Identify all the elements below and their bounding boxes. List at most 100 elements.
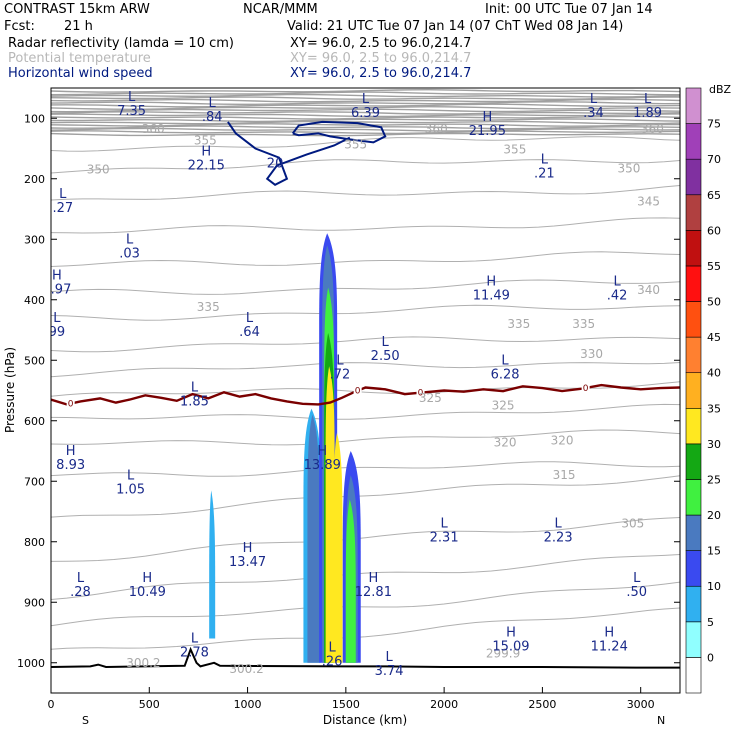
theta-contour-line [51,96,680,101]
extremum-value-label: .50 [626,585,647,600]
theta-contour-line [51,461,680,477]
extremum-type-label: L [441,517,449,532]
extremum-value-label: 6.39 [351,106,380,121]
theta-contour-line [51,93,680,98]
extremum-value-label: 2.31 [430,531,459,546]
theta-label: 305 [621,517,644,531]
colorbar-swatch [685,621,702,658]
theta-label: 335 [572,317,595,331]
colorbar-swatch [685,194,702,231]
colorbar-swatch [685,158,702,196]
colorbar-level-label: 35 [707,402,721,415]
extremum-value-label: .64 [239,325,260,340]
x-tick-label: 1000 [234,698,262,711]
theta-contour-line [51,475,680,518]
theta-contour-line [51,98,680,103]
theta-contour-line [51,127,680,132]
theta-label: 360 [142,122,165,136]
colorbar-level-label: 55 [707,260,721,273]
x-tick-label: 1500 [332,698,360,711]
theta-contour-line [51,105,680,111]
extremum-type-label: L [53,311,61,326]
theta-label: 300.2 [229,662,263,676]
theta-label: 325 [492,399,515,413]
extremum-value-label: 99 [49,325,66,340]
y-tick-label: 500 [24,354,45,367]
extremum-value-label: 2.23 [544,531,573,546]
x-axis-ticks: 0 500 1000 1500 2000 2500 3000 [48,687,655,711]
extremum-type-label: L [191,632,199,647]
extremum-type-label: L [385,650,393,665]
extremum-type-label: L [126,232,134,247]
y-tick-label: 900 [24,596,45,609]
theta-contour-line [51,120,680,125]
source-label: NCAR/MMM [243,2,318,17]
extremum-value-label: .26 [322,655,343,670]
theta-label: 320 [494,436,517,450]
model-title: CONTRAST 15km ARW [4,2,150,17]
reflectivity-cell [345,499,356,663]
y-tick-label: 200 [24,173,45,186]
colorbar-swatch [685,550,702,587]
theta-contour-line [51,125,680,130]
init-time: Init: 00 UTC Tue 07 Jan 14 [485,2,653,17]
colorbar-swatch [685,372,702,409]
colorbar-unit: dBZ [709,83,732,96]
colorbar-level-label: 50 [707,296,721,309]
plot-area: 20 0 0 0 0 360 355 355 360 355 360 350 350 345 340 33… [42,88,680,679]
field-name-reflectivity: Radar reflectivity (lamda = 10 cm) [8,36,234,51]
theta-contour-line [51,118,680,123]
colorbar-level-label: 75 [707,118,721,131]
colorbar-swatch [685,657,702,694]
colorbar-level-label: 60 [707,224,721,237]
theta-contour-line [51,101,680,105]
field-xy-theta: XY= 96.0, 2.5 to 96.0,214.7 [290,51,471,66]
colorbar-level-label: 15 [707,545,721,558]
extremum-type-label: L [362,92,370,107]
theta-contour-line [51,130,680,135]
colorbar-level-label: 70 [707,153,721,166]
extremum-value-label: .34 [583,106,604,121]
x-tick-label: 2000 [430,698,458,711]
extremum-type-label: L [77,571,85,586]
theta-contour-line [51,336,680,353]
field-name-theta: Potential temperature [8,51,151,66]
theta-contour-line [51,251,680,267]
colorbar-level-label: 10 [707,580,721,593]
zero-isotherm-label: 0 [355,387,361,397]
theta-contour-line [51,517,680,562]
extremum-value-label: 1.89 [633,106,662,121]
extremum-type-label: L [633,571,641,586]
fcst-label: Fcst: [4,19,35,34]
extremum-type-label: H [368,571,378,586]
extremum-type-label: L [128,90,136,105]
theta-contour-line [51,403,680,420]
wind-contour-line [227,121,351,186]
colorbar-level-label: 0 [707,651,714,664]
theta-contour-line [51,581,680,627]
extremum-value-label: 5.97 [42,283,71,298]
colorbar-level-label: 25 [707,473,721,486]
colorbar-swatch [685,585,702,623]
zero-isotherm-label: 0 [68,400,74,410]
colorbar-swatch [685,301,702,338]
extremum-value-label: 6.28 [491,367,520,382]
terrain [51,646,680,669]
zero-isotherm-label: 0 [418,389,424,399]
extremum-value-label: 15.09 [492,640,529,655]
reflectivity-cell [325,366,335,663]
extremum-type-label: H [506,626,516,641]
reflectivity-cell [209,490,216,639]
reflectivity-cells [209,233,361,663]
extremum-value-label: 8.93 [56,458,85,473]
theta-contour-line [51,136,680,152]
y-tick-label: 800 [24,536,45,549]
extremum-type-label: H [317,444,327,459]
wind-jet-contour [291,120,387,144]
colorbar-swatch [685,230,702,267]
theta-label: 355 [344,137,367,151]
zero-label-bg [353,385,362,395]
extremum-type-label: H [66,444,76,459]
extremum-type-label: H [604,626,614,641]
